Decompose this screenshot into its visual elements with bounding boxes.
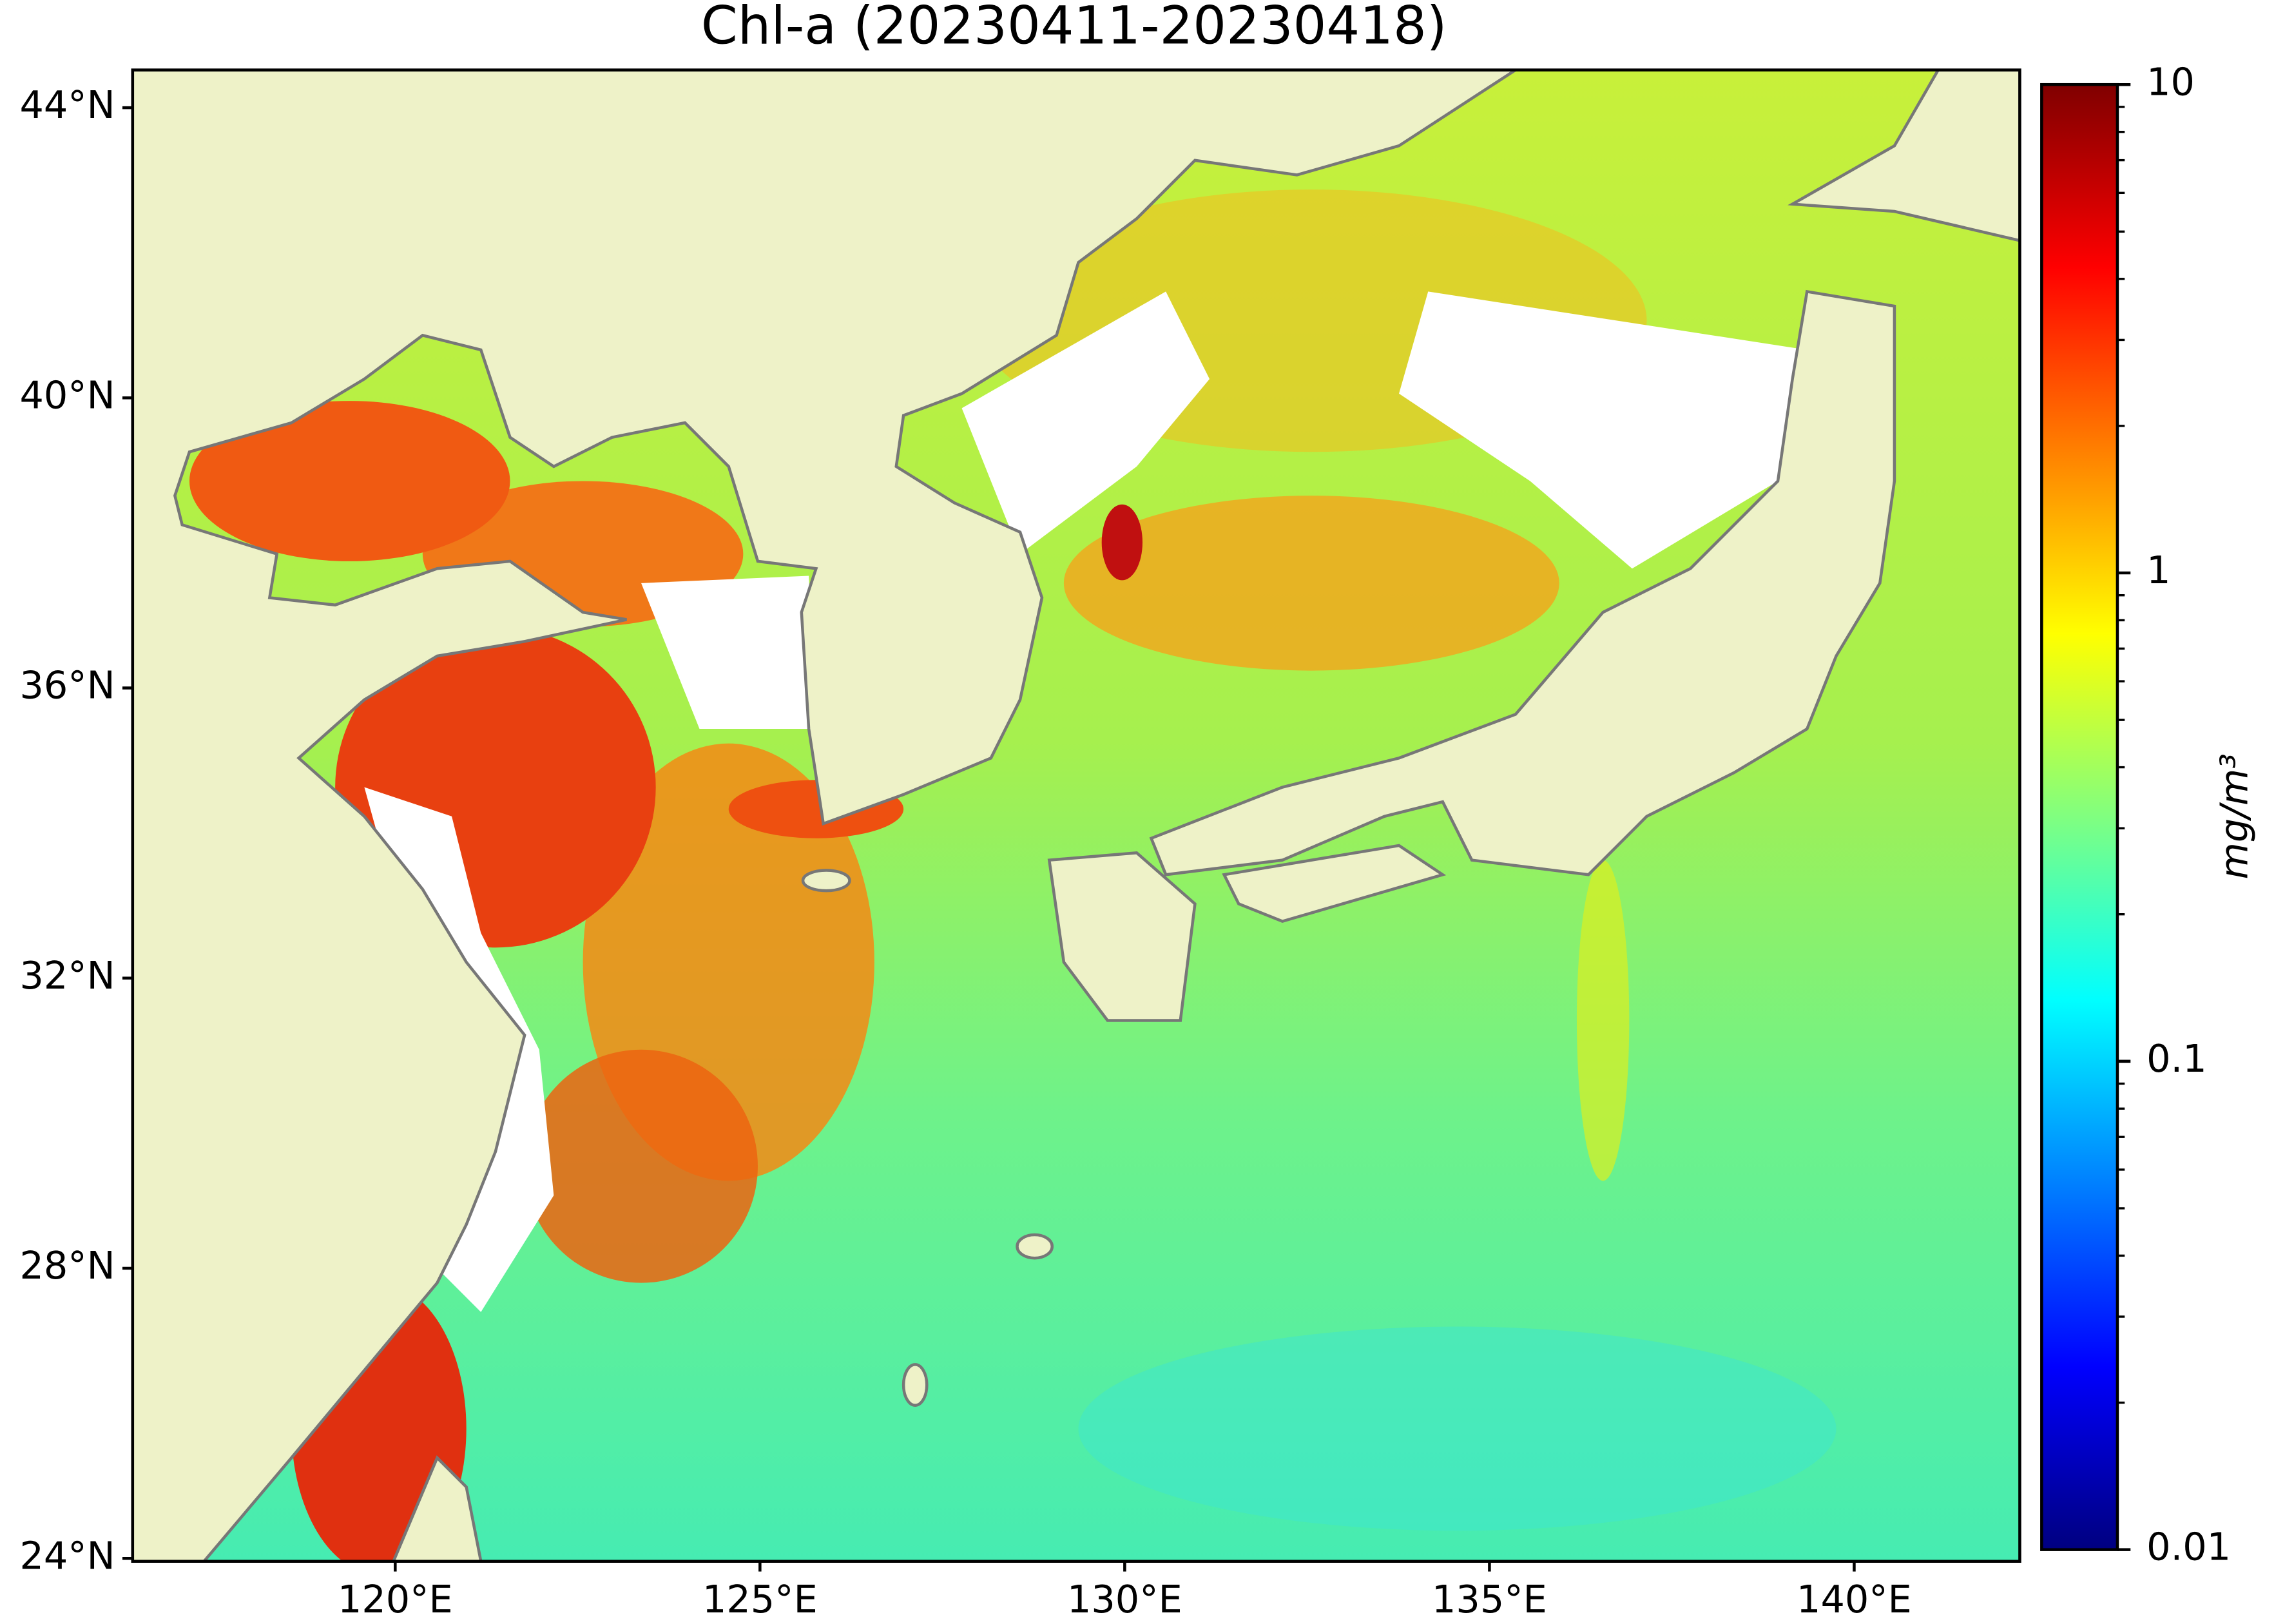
sea-feature xyxy=(1063,496,1559,671)
map-frame xyxy=(131,68,2021,1563)
sea-feature xyxy=(525,1049,758,1283)
y-tick-label: 40°N xyxy=(19,372,115,417)
x-tick-label: 120°E xyxy=(338,1577,453,1621)
sea-feature xyxy=(1078,1326,1837,1531)
y-tick-label: 36°N xyxy=(19,663,115,708)
land xyxy=(1047,851,1197,1022)
land xyxy=(132,70,1519,1561)
map-field xyxy=(132,70,2020,1561)
colorbar-label: mg/m³ xyxy=(2212,753,2256,879)
land xyxy=(1222,844,1447,923)
sea-feature xyxy=(1576,860,1630,1181)
y-tick-label: 24°N xyxy=(19,1533,115,1578)
x-tick-label: 125°E xyxy=(702,1577,818,1621)
sea-feature xyxy=(1101,504,1142,581)
island xyxy=(901,1363,929,1407)
colorbar-tick-label: 0.1 xyxy=(2146,1036,2207,1081)
colorbar-tick-label: 1 xyxy=(2146,548,2170,592)
cloud xyxy=(641,575,816,730)
cloud xyxy=(961,291,1210,554)
island xyxy=(1016,1233,1054,1260)
colorbar-tick-label: 0.01 xyxy=(2146,1525,2231,1569)
colorbar-tick-label: 10 xyxy=(2146,59,2195,104)
land xyxy=(1788,70,2020,242)
y-tick-label: 32°N xyxy=(19,953,115,998)
y-tick-label: 44°N xyxy=(19,82,115,127)
x-tick-label: 130°E xyxy=(1067,1577,1182,1621)
sea-feature xyxy=(189,401,510,561)
cloud xyxy=(1399,291,1808,569)
land xyxy=(1149,289,1896,876)
chart-title: Chl-a (20230411-20230418) xyxy=(701,0,1447,57)
x-tick-label: 135°E xyxy=(1432,1577,1547,1621)
colorbar xyxy=(2040,82,2119,1551)
island xyxy=(801,869,851,893)
land xyxy=(392,1455,483,1561)
y-tick-label: 28°N xyxy=(19,1243,115,1288)
x-tick-label: 140°E xyxy=(1797,1577,1912,1621)
